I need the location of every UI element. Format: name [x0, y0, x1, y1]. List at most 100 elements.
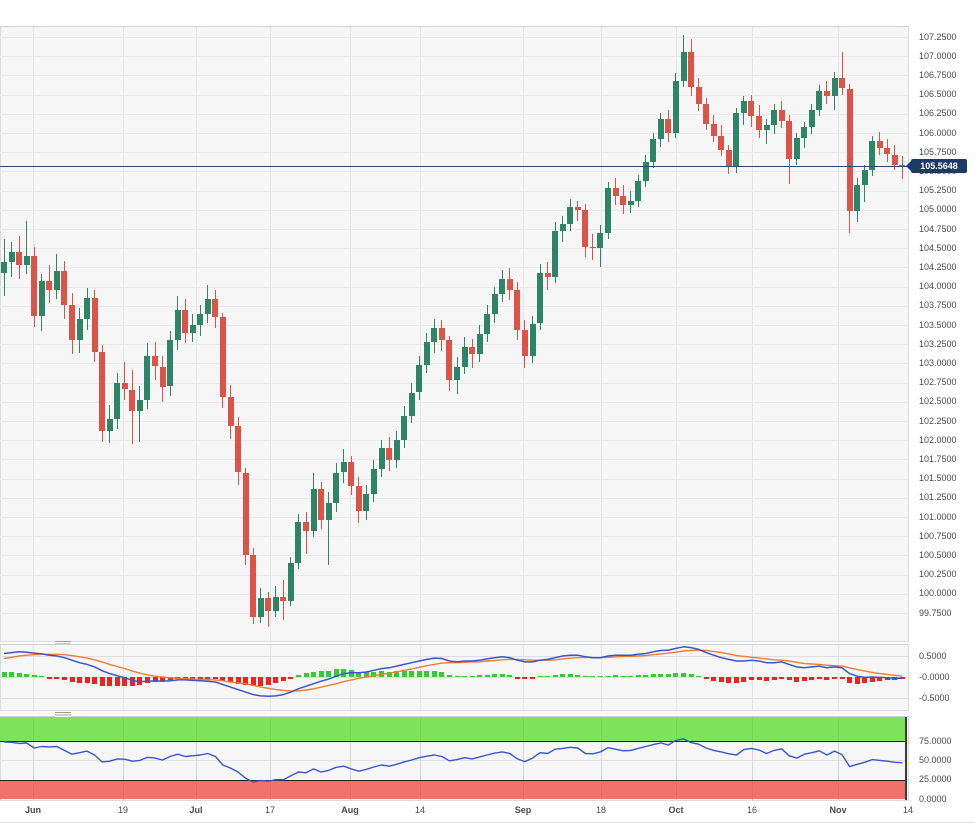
price-axis-label: 104.0000 [919, 281, 957, 292]
macd-histogram-bar [175, 677, 181, 679]
candle [718, 136, 725, 150]
macd-histogram-bar [167, 677, 173, 680]
macd-histogram-bar [726, 677, 732, 683]
macd-histogram-bar [424, 670, 430, 677]
candle [204, 298, 211, 315]
candle [340, 461, 347, 473]
macd-histogram-bar [348, 669, 354, 677]
time-axis[interactable] [0, 801, 908, 822]
grid-line-horizontal [0, 760, 906, 762]
grid-line-vertical [123, 717, 124, 800]
candle [129, 389, 136, 411]
candle-wick [766, 119, 767, 144]
time-axis-label: Oct [668, 805, 684, 815]
macd-histogram-bar [620, 675, 626, 677]
grid-line-vertical [350, 27, 351, 641]
price-axis-label: 106.0000 [919, 127, 957, 138]
grid-line-vertical [601, 27, 602, 641]
candle [763, 125, 770, 130]
candle [31, 255, 38, 316]
grid-line-horizontal [0, 75, 908, 77]
macd-histogram-bar [439, 672, 445, 677]
candle [771, 110, 778, 126]
rsi-right-border [905, 717, 907, 800]
macd-histogram-bar [590, 675, 596, 677]
candle [597, 232, 604, 249]
macd-histogram-bar [99, 677, 105, 686]
macd-histogram-bar [54, 677, 60, 679]
grid-line-horizontal [0, 56, 908, 58]
candle [650, 139, 657, 163]
price-axis-label: 101.2500 [919, 492, 957, 503]
candle [408, 392, 415, 416]
candle-wick [328, 492, 330, 565]
price-axis-label: 105.2500 [919, 185, 957, 196]
macd-histogram-bar [212, 677, 218, 680]
candle [250, 555, 257, 617]
candle [476, 334, 483, 355]
candle [378, 447, 385, 470]
macd-histogram-bar [160, 677, 165, 682]
macd-histogram-bar [688, 674, 694, 677]
candle [431, 328, 438, 342]
candle [257, 598, 264, 617]
candle [582, 209, 589, 247]
candle [710, 123, 717, 137]
candle [823, 90, 830, 97]
grid-line-horizontal [0, 497, 908, 499]
candle [786, 120, 793, 160]
price-axis-label: 105.0000 [919, 204, 957, 215]
price-axis-label: 101.0000 [919, 511, 957, 522]
macd-histogram-bar [560, 674, 566, 677]
overbought-band [0, 717, 906, 742]
candle [272, 596, 279, 611]
macd-histogram-bar [862, 677, 868, 684]
macd-histogram-bar [711, 677, 717, 681]
macd-histogram-bar [24, 674, 30, 677]
rsi-axis-label: 0.0000 [919, 793, 947, 804]
candle [567, 206, 574, 224]
candle [318, 489, 325, 521]
candle [106, 418, 113, 431]
candle [793, 137, 800, 160]
price-axis[interactable] [909, 0, 975, 834]
candle [635, 180, 642, 201]
macd-histogram-bar [16, 672, 22, 677]
macd-histogram-bar [809, 677, 815, 680]
candle [801, 126, 808, 138]
chart-top-strip [0, 0, 975, 26]
candle-wick [26, 221, 28, 275]
candle [484, 314, 491, 335]
grid-line-vertical [676, 27, 677, 641]
macd-histogram-bar [220, 677, 226, 681]
macd-panel-drag-handle[interactable] [55, 641, 71, 646]
candle [144, 355, 151, 401]
time-axis-label: Jun [24, 805, 42, 815]
price-axis-label: 106.2500 [919, 108, 957, 119]
grid-line-horizontal [0, 401, 908, 403]
candle [876, 140, 883, 149]
last-price-line [0, 166, 908, 168]
grid-line-horizontal [0, 382, 908, 384]
price-axis-label: 105.7500 [919, 146, 957, 157]
grid-line-horizontal [0, 536, 908, 538]
grid-line-horizontal [0, 421, 908, 422]
oversold-band [0, 779, 906, 799]
macd-histogram-bar [801, 677, 807, 682]
candle [348, 461, 355, 487]
macd-histogram-bar [816, 677, 822, 679]
grid-line-vertical [196, 27, 197, 641]
grid-line-horizontal [0, 171, 908, 173]
macd-histogram-bar [228, 677, 233, 682]
candle [461, 346, 468, 367]
macd-histogram-bar [84, 677, 90, 684]
macd-histogram-bar [764, 677, 769, 681]
grid-line-vertical [752, 717, 753, 800]
macd-histogram-bar [567, 674, 573, 677]
grid-line-vertical [676, 717, 677, 800]
macd-histogram-bar [605, 675, 611, 677]
candle [544, 272, 551, 278]
candle [778, 110, 785, 121]
macd-histogram-bar [469, 675, 475, 677]
rsi-panel-drag-handle[interactable] [55, 712, 71, 717]
